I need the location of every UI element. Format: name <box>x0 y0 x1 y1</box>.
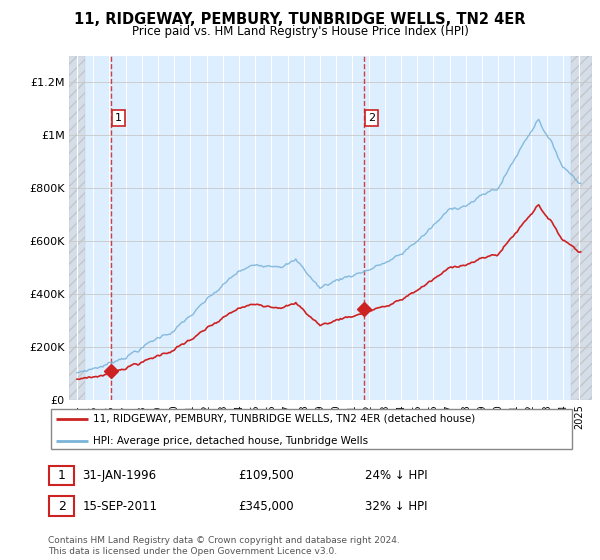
Text: 15-SEP-2011: 15-SEP-2011 <box>82 500 157 513</box>
Bar <box>571 56 592 400</box>
Text: 11, RIDGEWAY, PEMBURY, TUNBRIDGE WELLS, TN2 4ER (detached house): 11, RIDGEWAY, PEMBURY, TUNBRIDGE WELLS, … <box>93 414 475 424</box>
FancyBboxPatch shape <box>49 496 74 516</box>
FancyBboxPatch shape <box>49 465 74 486</box>
Text: 2: 2 <box>58 500 65 513</box>
Text: HPI: Average price, detached house, Tunbridge Wells: HPI: Average price, detached house, Tunb… <box>93 436 368 446</box>
Bar <box>69 56 85 400</box>
Text: 31-JAN-1996: 31-JAN-1996 <box>82 469 157 482</box>
Text: Price paid vs. HM Land Registry's House Price Index (HPI): Price paid vs. HM Land Registry's House … <box>131 25 469 38</box>
Text: 1: 1 <box>58 469 65 482</box>
Text: 1: 1 <box>115 113 122 123</box>
Text: £109,500: £109,500 <box>238 469 294 482</box>
Text: 32% ↓ HPI: 32% ↓ HPI <box>365 500 427 513</box>
Text: 2: 2 <box>368 113 375 123</box>
Text: Contains HM Land Registry data © Crown copyright and database right 2024.
This d: Contains HM Land Registry data © Crown c… <box>48 536 400 556</box>
Text: 24% ↓ HPI: 24% ↓ HPI <box>365 469 427 482</box>
FancyBboxPatch shape <box>50 409 572 449</box>
Text: £345,000: £345,000 <box>238 500 294 513</box>
Text: 11, RIDGEWAY, PEMBURY, TUNBRIDGE WELLS, TN2 4ER: 11, RIDGEWAY, PEMBURY, TUNBRIDGE WELLS, … <box>74 12 526 27</box>
